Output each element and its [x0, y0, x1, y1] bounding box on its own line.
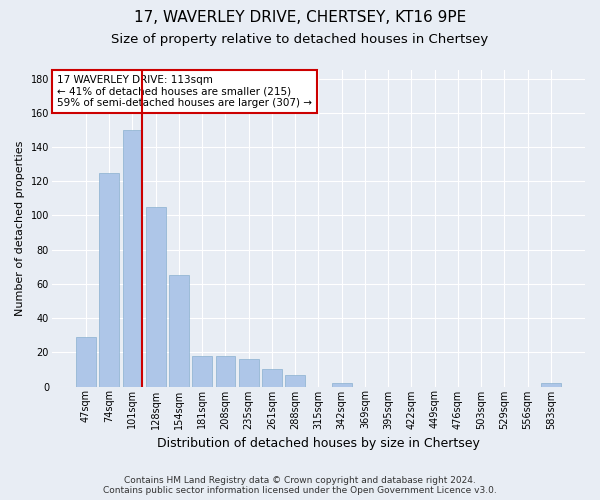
- Bar: [76, 337, 96, 386]
- X-axis label: Distribution of detached houses by size in Chertsey: Distribution of detached houses by size …: [157, 437, 480, 450]
- Text: Contains HM Land Registry data © Crown copyright and database right 2024.
Contai: Contains HM Land Registry data © Crown c…: [103, 476, 497, 495]
- Text: 17, WAVERLEY DRIVE, CHERTSEY, KT16 9PE: 17, WAVERLEY DRIVE, CHERTSEY, KT16 9PE: [134, 10, 466, 25]
- Bar: [262, 370, 282, 386]
- Text: 17 WAVERLEY DRIVE: 113sqm
← 41% of detached houses are smaller (215)
59% of semi: 17 WAVERLEY DRIVE: 113sqm ← 41% of detac…: [57, 74, 312, 108]
- Bar: [215, 356, 235, 386]
- Bar: [193, 356, 212, 386]
- Y-axis label: Number of detached properties: Number of detached properties: [15, 140, 25, 316]
- Bar: [239, 359, 259, 386]
- Bar: [146, 207, 166, 386]
- Text: Size of property relative to detached houses in Chertsey: Size of property relative to detached ho…: [112, 32, 488, 46]
- Bar: [285, 374, 305, 386]
- Bar: [122, 130, 142, 386]
- Bar: [332, 383, 352, 386]
- Bar: [169, 276, 189, 386]
- Bar: [100, 172, 119, 386]
- Bar: [541, 383, 561, 386]
